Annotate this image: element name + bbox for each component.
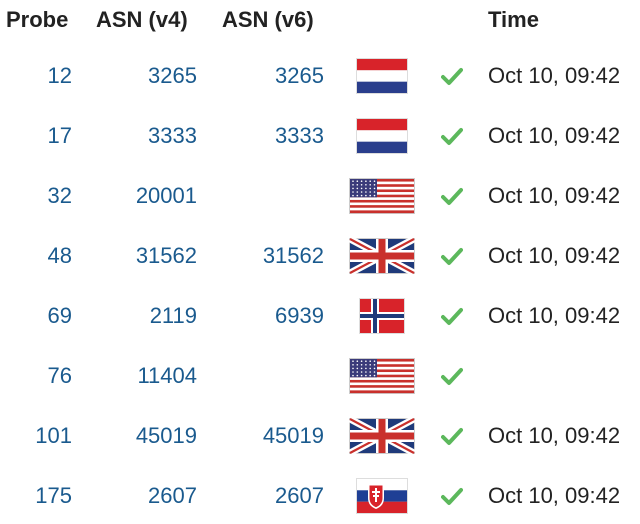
- asn-v4-link[interactable]: 2607: [148, 483, 197, 508]
- probe-time: Oct 10, 09:42: [488, 303, 621, 328]
- asn-v6-link[interactable]: 3265: [275, 63, 324, 88]
- probe-id-link[interactable]: 12: [47, 63, 72, 88]
- probe-id-link[interactable]: 175: [35, 483, 72, 508]
- probe-id-link[interactable]: 17: [47, 123, 72, 148]
- asn-v6-link[interactable]: 31562: [262, 243, 324, 268]
- probe-time: Oct 10, 09:42: [488, 423, 621, 448]
- probe-id-link[interactable]: 101: [35, 423, 72, 448]
- asn-v4-link[interactable]: 31562: [135, 243, 197, 268]
- header-asn-v4[interactable]: ASN (v4): [96, 7, 188, 32]
- probe-id-link[interactable]: 48: [47, 243, 72, 268]
- check-icon: [441, 245, 463, 267]
- check-icon: [441, 65, 463, 87]
- us-flag: [349, 358, 415, 394]
- header-time[interactable]: Time: [488, 7, 539, 32]
- check-icon: [441, 125, 463, 147]
- probe-time: Oct 10, 09:42: [488, 243, 621, 268]
- table-row: [0, 348, 640, 404]
- header-asn-v6[interactable]: ASN (v6): [222, 7, 314, 32]
- asn-v4-link[interactable]: 3265: [148, 63, 197, 88]
- asn-v6-link[interactable]: 2607: [275, 483, 324, 508]
- asn-v4-link[interactable]: 2119: [149, 303, 197, 328]
- gb-flag: [348, 235, 416, 277]
- probe-time: Oct 10, 09:42: [488, 483, 621, 508]
- check-icon: [441, 485, 463, 507]
- probe-id-link[interactable]: 32: [47, 183, 72, 208]
- check-icon: [441, 365, 463, 387]
- asn-v4-link[interactable]: 45019: [135, 423, 197, 448]
- sk-flag: [356, 478, 408, 514]
- us-flag: [349, 178, 415, 214]
- probe-id-link[interactable]: 76: [47, 363, 72, 388]
- asn-v4-link[interactable]: 20001: [135, 183, 197, 208]
- asn-v6-link[interactable]: 3333: [275, 123, 324, 148]
- nl-flag: [356, 118, 408, 154]
- probe-time: Oct 10, 09:42: [488, 63, 621, 88]
- asn-v4-link[interactable]: 3333: [148, 123, 197, 148]
- nl-flag: [356, 58, 408, 94]
- asn-v6-link[interactable]: 6939: [275, 303, 324, 328]
- gb-flag: [348, 415, 416, 457]
- check-icon: [441, 185, 463, 207]
- check-icon: [441, 425, 463, 447]
- check-icon: [441, 305, 463, 327]
- probe-time: Oct 10, 09:42: [488, 123, 621, 148]
- probe-time: Oct 10, 09:42: [488, 183, 621, 208]
- probe-id-link[interactable]: 69: [47, 303, 72, 328]
- header-probe[interactable]: Probe: [6, 7, 69, 32]
- no-flag: [359, 298, 405, 334]
- asn-v4-link[interactable]: 11404: [137, 363, 197, 388]
- probes-table: Probe ASN (v4) ASN (v6) Time 12 3265 3265 O…: [0, 7, 640, 514]
- asn-v6-link[interactable]: 45019: [262, 423, 324, 448]
